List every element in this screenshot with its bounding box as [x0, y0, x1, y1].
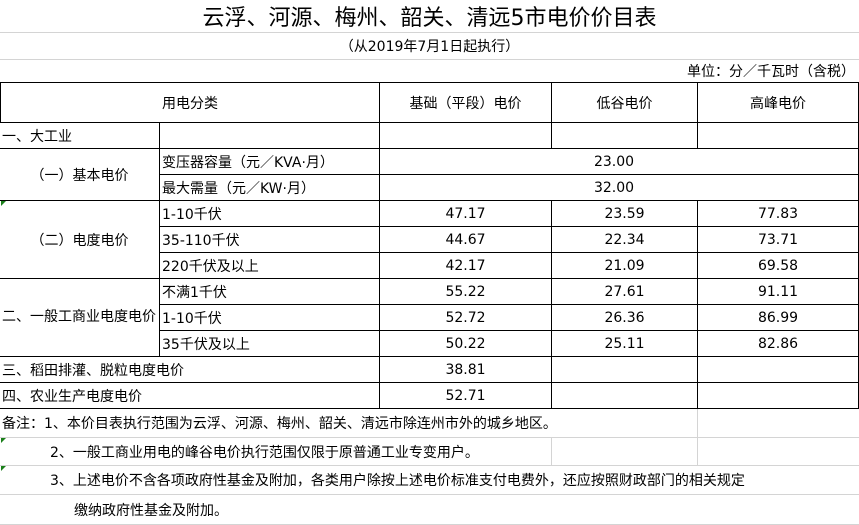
subtitle[interactable]: （从2019年7月1日起执行）: [0, 33, 859, 60]
general-item-cell[interactable]: 35千伏及以上: [160, 331, 380, 357]
general-base-cell[interactable]: 52.72: [380, 305, 552, 331]
header-valley-price[interactable]: 低谷电价: [552, 83, 698, 123]
basic-item[interactable]: 变压器容量（元／KVA·月）: [160, 149, 380, 175]
energy-valley-cell[interactable]: 22.34: [552, 227, 698, 253]
energy-peak-cell[interactable]: 73.71: [698, 227, 859, 253]
empty-cell[interactable]: [698, 357, 859, 383]
cell-comment-marker: [1, 201, 6, 206]
general-valley-cell[interactable]: 25.11: [552, 331, 698, 357]
empty-cell[interactable]: [380, 123, 552, 149]
general-item-cell[interactable]: 1-10千伏: [160, 305, 380, 331]
basic-item[interactable]: 最大需量（元／KW·月）: [160, 175, 380, 201]
general-valley-cell[interactable]: 27.61: [552, 279, 698, 305]
empty-cell[interactable]: [552, 357, 698, 383]
empty-cell[interactable]: [552, 383, 698, 409]
energy-item-cell[interactable]: 220千伏及以上: [160, 253, 380, 279]
empty-cell[interactable]: [698, 438, 859, 466]
empty-cell[interactable]: [552, 123, 698, 149]
empty-cell[interactable]: [698, 123, 859, 149]
paddy-value[interactable]: 38.81: [380, 357, 552, 383]
section-paddy[interactable]: 三、稻田排灌、脱粒电度电价: [0, 357, 380, 383]
energy-peak-cell[interactable]: 77.83: [698, 201, 859, 227]
energy-base-cell[interactable]: 44.67: [380, 227, 552, 253]
unit-label[interactable]: 单位：分／千瓦时（含税）: [0, 60, 859, 83]
energy-base-cell[interactable]: 42.17: [380, 253, 552, 279]
section-agriculture[interactable]: 四、农业生产电度电价: [0, 383, 380, 409]
header-category[interactable]: 用电分类: [0, 83, 380, 123]
general-item-cell[interactable]: 不满1千伏: [160, 279, 380, 305]
energy-item-cell[interactable]: 35-110千伏: [160, 227, 380, 253]
general-peak-cell[interactable]: 82.86: [698, 331, 859, 357]
energy-valley-cell[interactable]: 23.59: [552, 201, 698, 227]
header-peak-price[interactable]: 高峰电价: [698, 83, 859, 123]
header-base-price[interactable]: 基础（平段）电价: [380, 83, 552, 123]
basic-value[interactable]: 23.00: [380, 149, 859, 175]
note-3-continued[interactable]: 缴纳政府性基金及附加。: [0, 495, 859, 525]
energy-peak-cell[interactable]: 69.58: [698, 253, 859, 279]
section-general-commercial[interactable]: 二、一般工商业电度电价: [0, 279, 160, 357]
empty-cell[interactable]: [160, 123, 380, 149]
note-2[interactable]: 2、一般工商业用电的峰谷电价执行范围仅限于原普通工业专变用户。: [0, 438, 552, 466]
basic-value[interactable]: 32.00: [380, 175, 859, 201]
general-base-cell[interactable]: 55.22: [380, 279, 552, 305]
agri-value[interactable]: 52.71: [380, 383, 552, 409]
empty-cell[interactable]: [698, 409, 859, 438]
empty-cell[interactable]: [552, 438, 698, 466]
general-valley-cell[interactable]: 26.36: [552, 305, 698, 331]
general-peak-cell[interactable]: 91.11: [698, 279, 859, 305]
page-title[interactable]: 云浮、河源、梅州、韶关、清远5市电价价目表: [0, 0, 859, 33]
section-large-industry[interactable]: 一、大工业: [0, 123, 160, 149]
energy-item-cell[interactable]: 1-10千伏: [160, 201, 380, 227]
empty-cell[interactable]: [698, 383, 859, 409]
section-energy-price[interactable]: （二）电度电价: [0, 201, 160, 279]
general-peak-cell[interactable]: 86.99: [698, 305, 859, 331]
cell-comment-marker: [1, 466, 6, 471]
note-1[interactable]: 备注：1、本价目表执行范围为云浮、河源、梅州、韶关、清远市除连州市外的城乡地区。: [0, 409, 698, 438]
note-3[interactable]: 3、上述电价不含各项政府性基金及附加，各类用户除按上述电价标准支付电费外，还应按…: [0, 466, 859, 495]
section-basic-price[interactable]: （一）基本电价: [0, 149, 160, 201]
energy-valley-cell[interactable]: 21.09: [552, 253, 698, 279]
general-base-cell[interactable]: 50.22: [380, 331, 552, 357]
cell-comment-marker: [1, 438, 6, 443]
energy-base-cell[interactable]: 47.17: [380, 201, 552, 227]
